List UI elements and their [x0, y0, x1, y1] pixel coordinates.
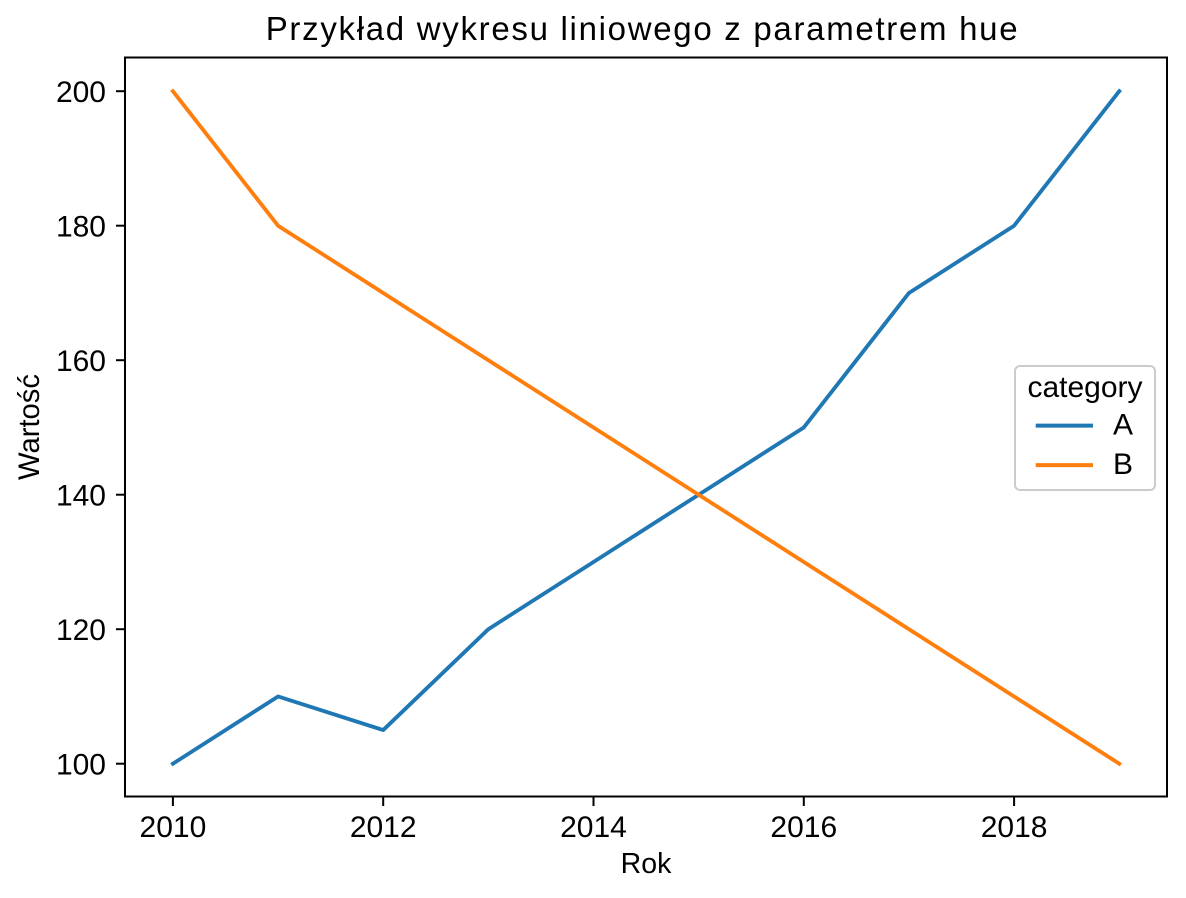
svg-text:Rok: Rok — [621, 848, 672, 880]
svg-text:100: 100 — [56, 749, 106, 782]
svg-text:2010: 2010 — [140, 811, 207, 844]
svg-text:140: 140 — [56, 480, 106, 513]
svg-text:160: 160 — [56, 345, 106, 378]
svg-text:Wartość: Wartość — [14, 374, 46, 480]
svg-text:2012: 2012 — [350, 811, 417, 844]
svg-text:200: 200 — [56, 76, 106, 109]
svg-text:2018: 2018 — [981, 811, 1048, 844]
svg-text:category: category — [1027, 371, 1142, 404]
svg-text:A: A — [1113, 408, 1133, 441]
svg-text:2014: 2014 — [560, 811, 627, 844]
svg-text:Przykład wykresu liniowego z p: Przykład wykresu liniowego z parametrem … — [266, 10, 1020, 47]
svg-text:180: 180 — [56, 211, 106, 244]
svg-text:B: B — [1113, 448, 1133, 481]
svg-text:2016: 2016 — [770, 811, 837, 844]
svg-text:120: 120 — [56, 614, 106, 647]
